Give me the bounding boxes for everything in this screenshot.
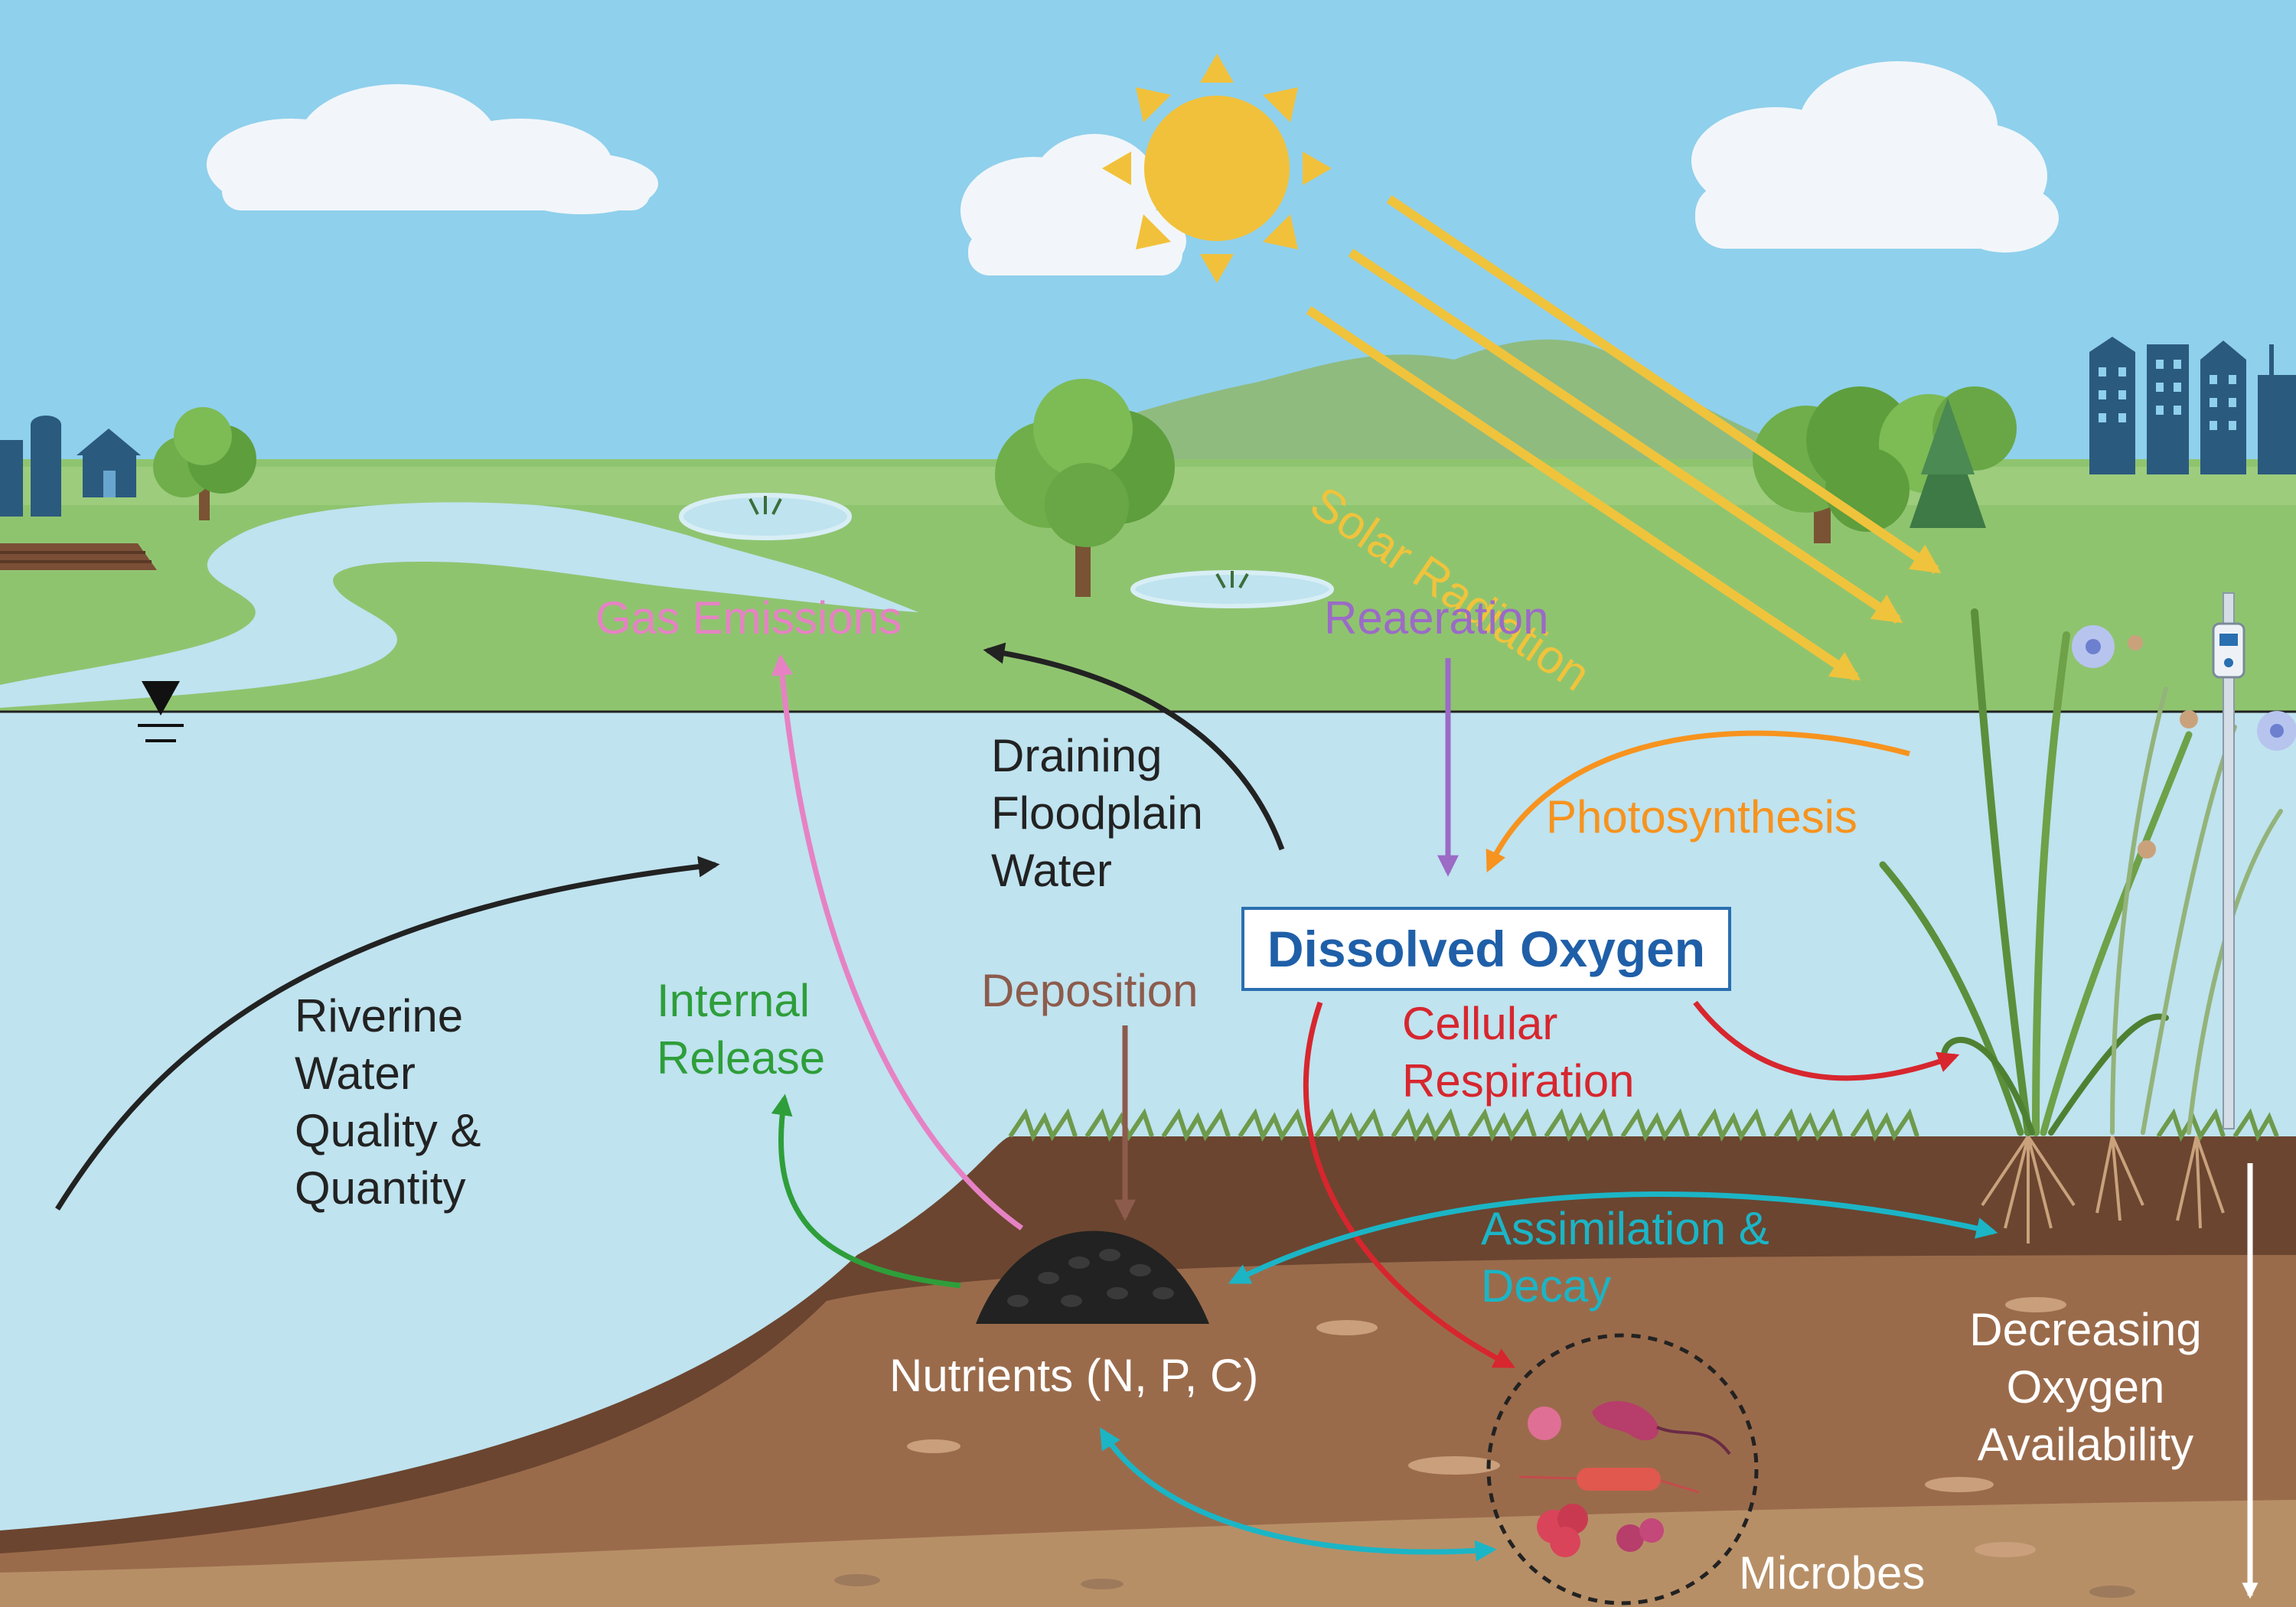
- wetland-pond-icon: [679, 493, 852, 540]
- dissolved-oxygen-box: Dissolved Oxygen: [1241, 907, 1731, 991]
- farm-field: [0, 543, 157, 570]
- assimilation-decay-label: Assimilation & Decay: [1481, 1203, 1769, 1312]
- wetland-plants-icon: [1879, 608, 2283, 1136]
- nutrient-microbe-exchange-arrow: [1100, 1427, 1497, 1562]
- gas-emissions-label: Gas Emissions: [595, 592, 902, 644]
- deposition-label: Deposition: [981, 965, 1199, 1016]
- sun-icon: [1102, 54, 1332, 283]
- floodplain-drainage-arrow: [983, 642, 1285, 851]
- cloud-icon: [207, 84, 658, 214]
- water-table-symbol-icon: [138, 681, 184, 742]
- house-icon: [77, 429, 141, 497]
- do-sensor-probe-icon: [2212, 592, 2245, 1129]
- riverine-inflow-arrow: [55, 856, 720, 1211]
- tree-icon: [995, 379, 1175, 597]
- assimilation-decay-arrow: [1228, 1191, 1998, 1285]
- riverine-label: Riverine Water Quality & Quantity: [295, 990, 481, 1214]
- nutrients-label: Nutrients (N, P, C): [889, 1350, 1259, 1401]
- respiration-to-microbes-arrow: [1303, 1001, 1515, 1369]
- photosynthesis-label: Photosynthesis: [1546, 791, 1857, 843]
- sediment-pile-icon: [976, 1231, 1209, 1324]
- microbes-label: Microbes: [1739, 1547, 1926, 1599]
- city-buildings-icon: [2089, 337, 2296, 474]
- photosynthesis-arrow: [1486, 730, 1910, 873]
- microbes-icon: [1486, 1333, 1759, 1605]
- tree-icon: [153, 407, 256, 520]
- internal-release-label: Internal Release: [657, 975, 826, 1084]
- cellular-respiration-label: Cellular Respiration: [1402, 998, 1635, 1107]
- respiration-to-plants-arrow: [1693, 1000, 1960, 1081]
- cloud-icon: [1691, 61, 2059, 253]
- plant-roots: [1981, 1135, 2225, 1244]
- river: [0, 502, 918, 708]
- decreasing-oxygen-label: Decreasing Oxygen Availability: [1969, 1304, 2202, 1470]
- reaeration-label: Reaeration: [1324, 592, 1549, 644]
- pine-tree-icon: [1910, 398, 1986, 528]
- gas-emissions-arrow: [771, 654, 1024, 1231]
- tree-icon: [1753, 386, 2017, 543]
- internal-release-arrow: [771, 1094, 961, 1289]
- solar-radiation-rays: [1306, 195, 1942, 681]
- farm-barn-icon: [0, 416, 61, 517]
- draining-floodplain-label: Draining Floodplain Water: [991, 730, 1203, 896]
- wetland-pond-icon: [1130, 570, 1334, 608]
